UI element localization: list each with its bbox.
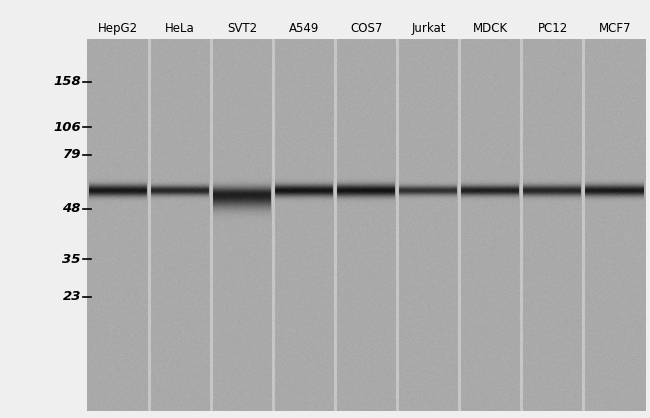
Text: 79: 79 [62, 148, 81, 161]
Text: SVT2: SVT2 [227, 22, 257, 35]
Text: 35: 35 [62, 252, 81, 266]
Text: MDCK: MDCK [473, 22, 508, 35]
Text: Jurkat: Jurkat [411, 22, 446, 35]
Text: MCF7: MCF7 [599, 22, 631, 35]
Text: 23: 23 [62, 290, 81, 303]
Text: HeLa: HeLa [165, 22, 195, 35]
Text: HepG2: HepG2 [98, 22, 138, 35]
Text: 106: 106 [53, 121, 81, 134]
Text: A549: A549 [289, 22, 320, 35]
Text: 158: 158 [53, 75, 81, 88]
Text: PC12: PC12 [538, 22, 568, 35]
Text: 48: 48 [62, 202, 81, 216]
Text: COS7: COS7 [350, 22, 383, 35]
